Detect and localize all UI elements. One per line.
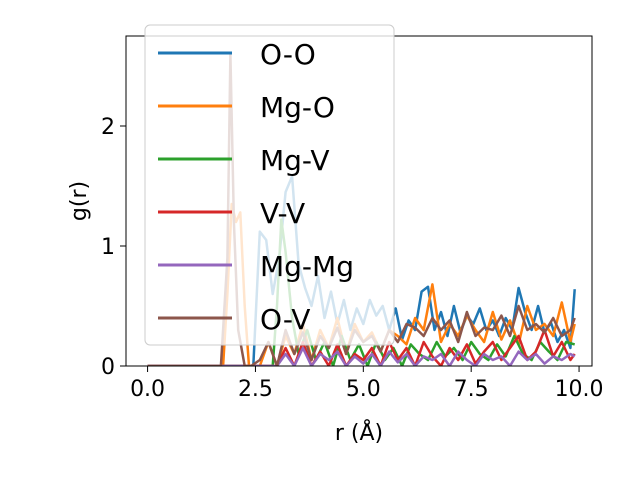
y-axis-label: g(r): [67, 181, 92, 221]
x-axis-label: r (Å): [335, 419, 383, 446]
y-tick-label: 1: [101, 235, 115, 260]
x-tick-label: 7.5: [454, 377, 489, 402]
x-tick-label: 2.5: [238, 377, 273, 402]
legend-label-o-v: O-V: [260, 303, 310, 336]
legend-label-mg-mg: Mg-Mg: [260, 250, 354, 283]
series-line-mg-mg: [147, 346, 576, 366]
legend-frame: [144, 24, 395, 346]
x-axis: 0.0 2.5 5.0 7.5 10.0: [130, 366, 604, 402]
y-axis: 0 1 2: [101, 115, 126, 380]
x-tick-label: 10.0: [555, 377, 604, 402]
y-tick-label: 0: [101, 355, 115, 380]
legend-label-v-v: V-V: [260, 197, 305, 230]
legend-label-o-o: O-O: [260, 38, 316, 71]
legend-label-mg-v: Mg-V: [260, 144, 330, 177]
x-tick-label: 5.0: [346, 377, 381, 402]
legend: O-O Mg-O Mg-V V-V Mg-Mg O-V: [144, 24, 395, 346]
x-tick-label: 0.0: [130, 377, 165, 402]
legend-label-mg-o: Mg-O: [260, 91, 335, 124]
y-tick-label: 2: [101, 115, 115, 140]
